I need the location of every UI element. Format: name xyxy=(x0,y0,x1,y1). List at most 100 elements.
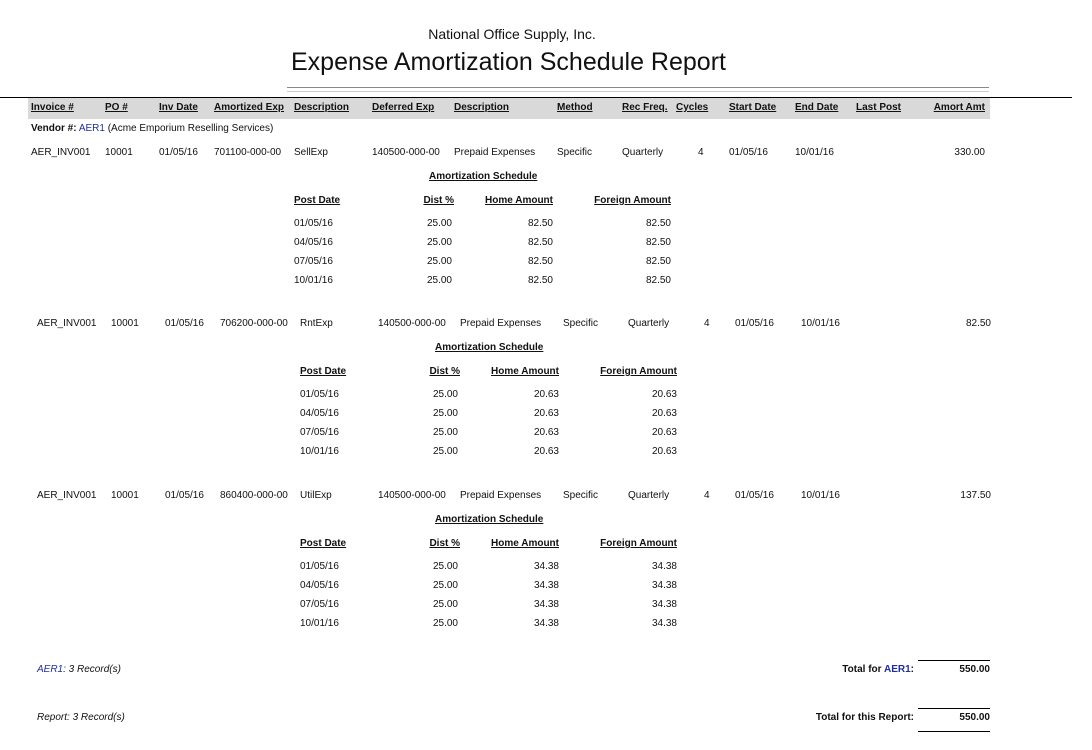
home-amount: 82.50 xyxy=(527,275,553,286)
post-date: 07/05/16 xyxy=(294,256,333,267)
schedule-header: Post Date xyxy=(294,195,341,206)
divider xyxy=(287,91,989,92)
description: UtilExp xyxy=(300,490,332,501)
colon: : xyxy=(910,664,914,675)
method: Specific xyxy=(563,318,599,329)
column-header: PO # xyxy=(105,102,128,113)
vendor-label: Vendor #: xyxy=(31,123,77,134)
column-header: Cycles xyxy=(676,102,709,113)
description: SellExp xyxy=(294,147,328,158)
column-header: End Date xyxy=(795,102,839,113)
method: Specific xyxy=(563,490,599,501)
foreign-amount: 20.63 xyxy=(651,446,677,457)
column-header: Start Date xyxy=(729,102,777,113)
deferred-exp: 140500-000-00 xyxy=(372,147,440,158)
vendor-total-label: Total for AER1: xyxy=(780,664,914,676)
amount: 330.00 xyxy=(954,147,985,158)
post-date: 01/05/16 xyxy=(294,218,333,229)
amount: 137.50 xyxy=(960,490,991,501)
deferred-desc: Prepaid Expenses xyxy=(460,490,542,501)
total-label-text: Total for xyxy=(842,664,884,675)
schedule-header: Foreign Amount xyxy=(600,366,677,377)
foreign-amount: 82.50 xyxy=(645,218,671,229)
start: 01/05/16 xyxy=(735,490,774,501)
deferred-exp: 140500-000-00 xyxy=(378,318,446,329)
dist-percent: 25.00 xyxy=(426,275,452,286)
vendor-id-link[interactable]: AER1 xyxy=(883,664,911,675)
vendor-name: (Acme Emporium Reselling Services) xyxy=(107,123,274,134)
foreign-amount: 82.50 xyxy=(645,256,671,267)
vendor-id-link[interactable]: AER1 xyxy=(37,664,64,675)
cycles: 4 xyxy=(704,490,710,501)
deferred-exp: 140500-000-00 xyxy=(378,490,446,501)
post-date: 04/05/16 xyxy=(300,408,339,419)
column-header: Invoice # xyxy=(31,102,74,113)
post-date: 07/05/16 xyxy=(300,599,339,610)
schedule-header: Dist % xyxy=(429,366,460,377)
freq: Quarterly xyxy=(622,147,664,158)
home-amount: 34.38 xyxy=(533,599,559,610)
foreign-amount: 34.38 xyxy=(651,561,677,572)
vendor-line: Vendor #: AER1 (Acme Emporium Reselling … xyxy=(31,123,273,135)
schedule-header: Foreign Amount xyxy=(594,195,671,206)
schedule-header: Home Amount xyxy=(491,538,559,549)
dist-percent: 25.00 xyxy=(432,427,458,438)
foreign-amount: 82.50 xyxy=(645,275,671,286)
freq: Quarterly xyxy=(628,490,670,501)
start: 01/05/16 xyxy=(729,147,768,158)
vendor-record-count: AER1: 3 Record(s) xyxy=(37,664,121,676)
foreign-amount: 20.63 xyxy=(651,427,677,438)
home-amount: 20.63 xyxy=(533,427,559,438)
total-rule xyxy=(918,731,990,732)
column-header: Deferred Exp xyxy=(372,102,435,113)
foreign-amount: 34.38 xyxy=(651,599,677,610)
report-record-count: Report: 3 Record(s) xyxy=(37,712,125,723)
dist-percent: 25.00 xyxy=(426,218,452,229)
vendor-id-link[interactable]: AER1 xyxy=(78,123,105,134)
total-rule xyxy=(918,708,990,709)
post-date: 04/05/16 xyxy=(294,237,333,248)
schedule-title: Amortization Schedule xyxy=(435,514,544,525)
inv-date: 01/05/16 xyxy=(165,318,204,329)
description: RntExp xyxy=(300,318,333,329)
post-date: 01/05/16 xyxy=(300,561,339,572)
total-rule xyxy=(918,660,990,661)
schedule-header: Home Amount xyxy=(491,366,559,377)
amount: 82.50 xyxy=(965,318,991,329)
post-date: 01/05/16 xyxy=(300,389,339,400)
schedule-title: Amortization Schedule xyxy=(435,342,544,353)
schedule-header: Home Amount xyxy=(485,195,553,206)
column-header: Description xyxy=(294,102,350,113)
end: 10/01/16 xyxy=(801,490,840,501)
divider xyxy=(287,87,989,88)
invoice: AER_INV001 xyxy=(37,490,97,501)
end: 10/01/16 xyxy=(795,147,834,158)
schedule-title: Amortization Schedule xyxy=(429,171,538,182)
dist-percent: 25.00 xyxy=(432,599,458,610)
home-amount: 20.63 xyxy=(533,408,559,419)
column-header: Method xyxy=(557,102,593,113)
deferred-desc: Prepaid Expenses xyxy=(454,147,536,158)
report-total-label: Total for this Report: xyxy=(815,712,914,723)
schedule-header: Dist % xyxy=(423,195,454,206)
dist-percent: 25.00 xyxy=(432,618,458,629)
company-name: National Office Supply, Inc. xyxy=(428,26,596,42)
home-amount: 34.38 xyxy=(533,561,559,572)
home-amount: 82.50 xyxy=(527,256,553,267)
foreign-amount: 34.38 xyxy=(651,580,677,591)
post-date: 10/01/16 xyxy=(300,446,339,457)
vendor-total: 550.00 xyxy=(959,664,990,675)
column-header: Last Post xyxy=(856,102,902,113)
column-header-bar xyxy=(28,98,990,119)
record-count-text: : 3 Record(s) xyxy=(63,664,121,675)
inv-date: 01/05/16 xyxy=(165,490,204,501)
end: 10/01/16 xyxy=(801,318,840,329)
foreign-amount: 20.63 xyxy=(651,389,677,400)
dist-percent: 25.00 xyxy=(432,561,458,572)
column-header: Amortized Exp xyxy=(214,102,285,113)
home-amount: 82.50 xyxy=(527,237,553,248)
post-date: 04/05/16 xyxy=(300,580,339,591)
post-date: 10/01/16 xyxy=(294,275,333,286)
cycles: 4 xyxy=(698,147,704,158)
